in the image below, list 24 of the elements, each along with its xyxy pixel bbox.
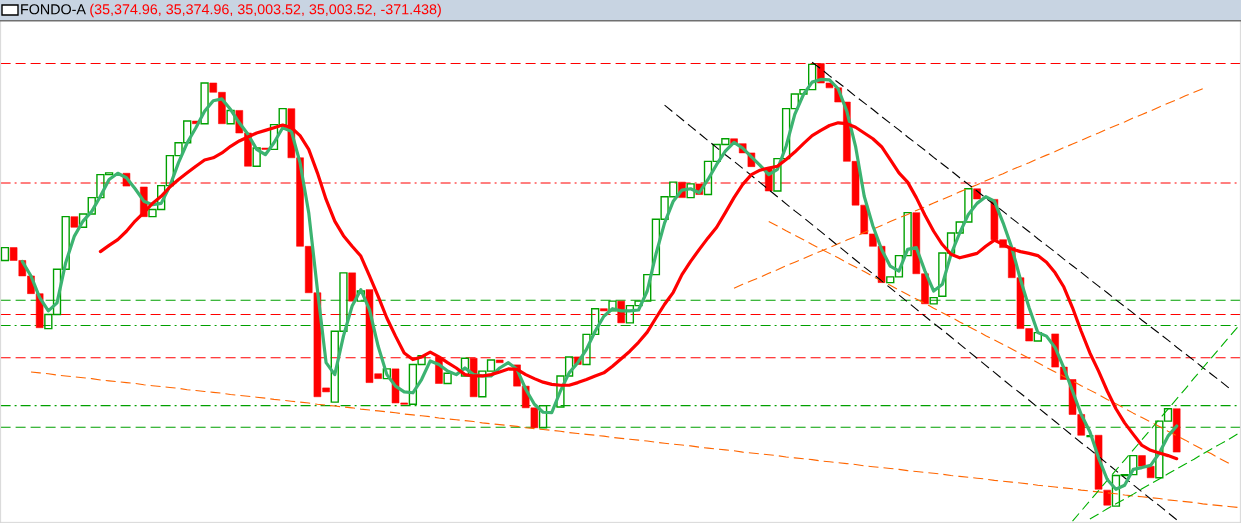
candlestick [686, 183, 695, 199]
candlestick [1172, 408, 1181, 453]
candlestick [348, 272, 356, 302]
candlestick [443, 372, 452, 385]
candlestick [903, 211, 912, 257]
candlestick [964, 188, 973, 223]
candlestick [78, 213, 88, 228]
chart-title: FONDO-A [21, 4, 86, 15]
candlestick [807, 63, 817, 91]
candlestick [1138, 455, 1146, 467]
candlestick [382, 368, 392, 380]
candlestick [70, 216, 79, 228]
candlestick [269, 123, 279, 151]
candlestick [1146, 465, 1155, 479]
candlestick [252, 147, 261, 167]
candlestick [200, 82, 209, 125]
candlestick [226, 109, 235, 125]
chart-subtitle: (35,374.96, 35,374.96, 35,003.52, 35,003.52, -371.438) [90, 3, 441, 18]
candlestick [278, 107, 287, 126]
candlestick [773, 157, 782, 192]
candlestick [600, 308, 608, 312]
candlestick [1129, 454, 1138, 476]
candlestick [0, 246, 10, 262]
candlestick [460, 357, 470, 377]
